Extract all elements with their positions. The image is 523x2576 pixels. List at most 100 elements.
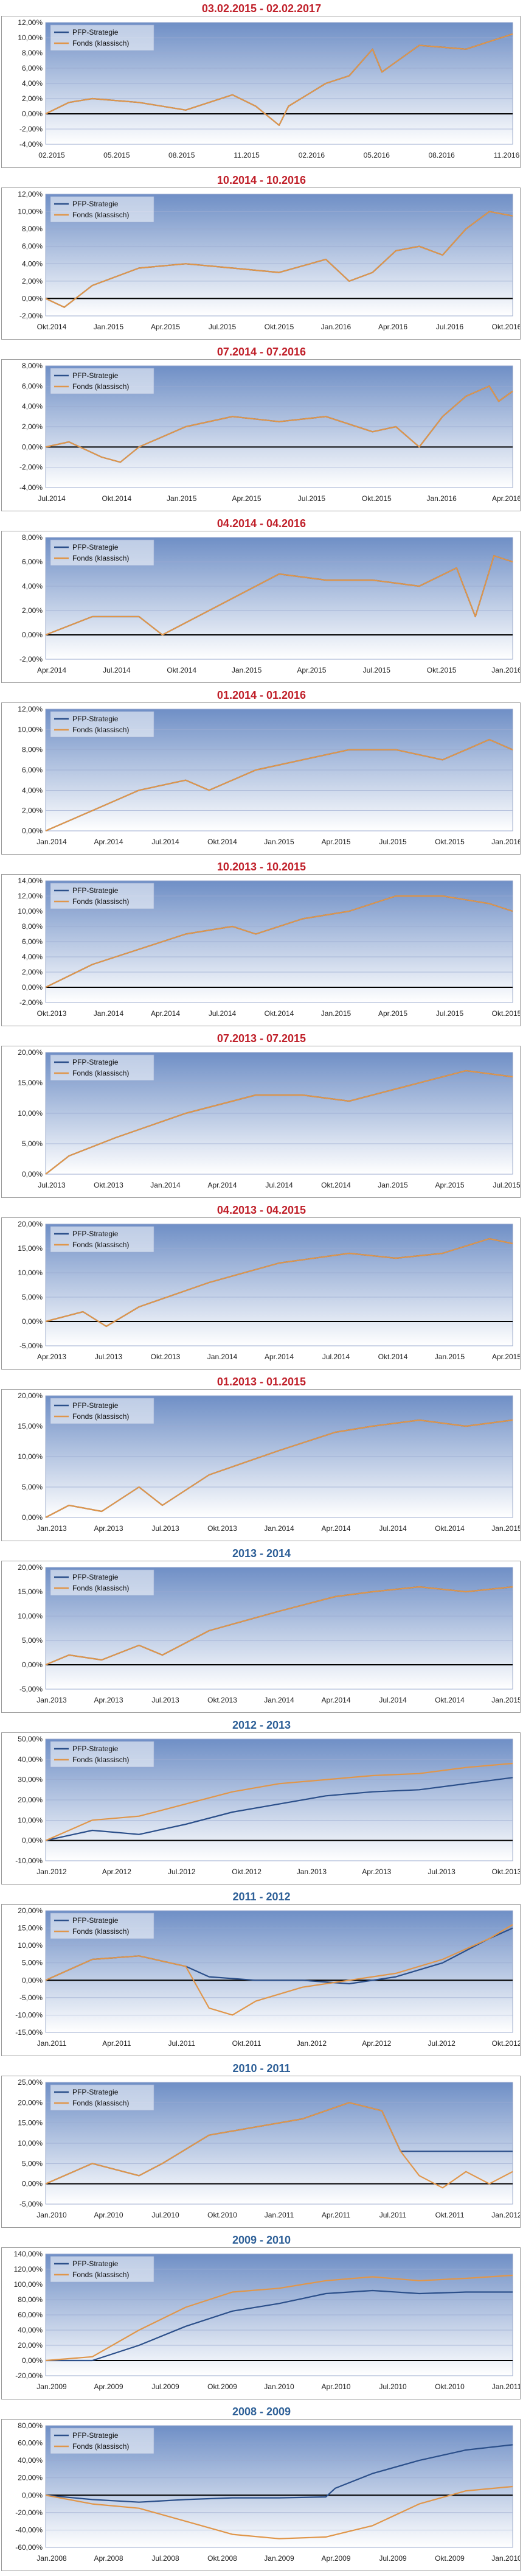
x-tick-label: Jul.2014 [38, 494, 66, 503]
legend-box [50, 196, 154, 223]
x-tick-label: Jan.2015 [435, 1353, 465, 1361]
x-tick-label: Apr.2013 [94, 1524, 123, 1533]
chart-panel: 2013 - 2014 20,00% 15,00% 10,00% 5,00% 0,00% -… [0, 1545, 523, 1717]
y-tick-label: 10,00% [18, 2139, 43, 2147]
y-tick-label: 80,00% [18, 2421, 43, 2430]
line-chart: 12,00% 10,00% 8,00% 6,00% 4,00% 2,00% 0,00% -2,… [18, 190, 521, 331]
chart-title: 04.2014 - 04.2016 [216, 517, 307, 530]
y-tick-label: -20,00% [15, 2371, 43, 2380]
line-chart: 12,00% 10,00% 8,00% 6,00% 4,00% 2,00% 0,00% Jan… [18, 705, 522, 846]
x-tick-label: Okt.2011 [232, 2039, 262, 2048]
x-tick-label: Jan.2014 [94, 1009, 124, 1018]
x-tick-label: Jul.2015 [379, 838, 407, 846]
legend-label: PFP-Strategie [72, 1058, 119, 1066]
legend-label: Fonds (klassisch) [72, 1241, 129, 1249]
y-tick-label: 20,00% [18, 2474, 43, 2482]
y-tick-label: 5,00% [22, 1636, 43, 1645]
y-tick-label: 4,00% [22, 582, 43, 590]
series-line-fonds [45, 2485, 513, 2539]
x-tick-label: Jul.2009 [379, 2554, 407, 2563]
y-tick-label: 25,00% [18, 2078, 43, 2087]
x-tick-label: Apr.2008 [94, 2554, 123, 2563]
y-tick-label: 20,00% [18, 2341, 43, 2350]
y-tick-label: 8,00% [22, 746, 43, 754]
y-tick-label: 140,00% [14, 2250, 43, 2258]
line-chart: 20,00% 15,00% 10,00% 5,00% 0,00% Jan.2013 Apr.… [18, 1391, 522, 1533]
chart-title: 2013 - 2014 [232, 1547, 291, 1559]
y-tick-label: 10,00% [18, 1109, 43, 1118]
x-tick-label: Apr.2009 [321, 2554, 350, 2563]
y-tick-label: 2,00% [22, 968, 43, 976]
x-tick-label: Jul.2015 [436, 1009, 464, 1018]
x-tick-label: 11.2015 [234, 151, 260, 159]
legend-box [50, 2256, 154, 2283]
y-tick-label: 12,00% [18, 705, 43, 713]
y-tick-label: 15,00% [18, 1924, 43, 1933]
x-tick-label: Okt.2011 [435, 2211, 465, 2219]
line-chart: 25,00% 20,00% 15,00% 10,00% 5,00% 0,00% -5,00%… [18, 2078, 522, 2219]
legend-label: PFP-Strategie [72, 2431, 119, 2440]
x-tick-label: Okt.2016 [492, 323, 520, 331]
series-line-fonds [45, 2274, 513, 2362]
y-tick-label: 5,00% [22, 1483, 43, 1491]
chart-panel: 2011 - 2012 20,00% 15,00% 10,00% 5,00% 0,00% -… [0, 1888, 523, 2060]
x-tick-label: Okt.2008 [207, 2554, 237, 2563]
y-tick-label: 12,00% [18, 892, 43, 900]
x-tick-label: Jul.2009 [151, 2382, 179, 2391]
legend-label: Fonds (klassisch) [72, 1927, 129, 1936]
x-tick-label: Jul.2013 [38, 1181, 66, 1189]
x-tick-label: Jul.2008 [151, 2554, 179, 2563]
series-line-pfp-strategie [45, 1777, 513, 1841]
x-tick-label: Jul.2014 [103, 666, 131, 674]
line-chart: 20,00% 15,00% 10,00% 5,00% 0,00% -5,00% -10,00… [15, 1906, 521, 2048]
chart-title: 07.2014 - 07.2016 [216, 346, 307, 358]
series-line-pfp-strategie [45, 2444, 513, 2503]
x-tick-label: Jan.2015 [378, 1181, 408, 1189]
x-tick-label: 02.2016 [299, 151, 325, 159]
legend: PFP-Strategie Fonds (klassisch) [50, 1569, 154, 1596]
x-tick-label: Jul.2014 [265, 1181, 293, 1189]
y-tick-label: -2,00% [19, 655, 43, 663]
chart-frame: 20,00% 15,00% 10,00% 5,00% 0,00% -5,00% Apr.20… [1, 1217, 521, 1370]
x-tick-label: Okt.2013 [94, 1181, 123, 1189]
y-tick-label: 0,00% [22, 2491, 43, 2499]
y-tick-label: -2,00% [19, 312, 43, 320]
legend-label: Fonds (klassisch) [72, 211, 129, 219]
y-tick-label: 6,00% [22, 382, 43, 390]
legend-label: Fonds (klassisch) [72, 1584, 129, 1592]
x-tick-label: Apr.2015 [435, 1181, 464, 1189]
y-tick-label: 0,00% [22, 1317, 43, 1326]
legend-box [50, 1226, 154, 1253]
y-tick-label: 4,00% [22, 259, 43, 268]
x-tick-label: Apr.2014 [321, 1696, 350, 1704]
x-tick-label: Apr.2013 [362, 1867, 391, 1876]
x-tick-label: Jul.2011 [168, 2039, 195, 2048]
series-line-fonds [45, 1923, 513, 2016]
x-tick-label: Jan.2014 [207, 1353, 238, 1361]
x-tick-label: Jul.2013 [95, 1353, 123, 1361]
x-tick-label: Okt.2015 [362, 494, 392, 503]
y-tick-label: -5,00% [19, 1685, 43, 1693]
line-chart: 8,00% 6,00% 4,00% 2,00% 0,00% -2,00% -4,00% Jul… [19, 362, 521, 503]
x-tick-label: 08.2016 [428, 151, 455, 159]
y-tick-label: 12,00% [18, 190, 43, 198]
y-tick-label: 14,00% [18, 877, 43, 885]
legend: PFP-Strategie Fonds (klassisch) [50, 24, 154, 51]
y-tick-label: -2,00% [19, 463, 43, 472]
legend-label: PFP-Strategie [72, 200, 119, 208]
x-tick-label: Jan.2013 [36, 1524, 67, 1533]
line-chart: 20,00% 15,00% 10,00% 5,00% 0,00% Jul.2013 Okt.… [18, 1048, 521, 1189]
x-tick-label: Okt.2009 [435, 2554, 465, 2563]
line-chart: 20,00% 15,00% 10,00% 5,00% 0,00% -5,00% Apr.20… [18, 1220, 521, 1361]
x-tick-label: Jul.2011 [379, 2211, 407, 2219]
x-tick-label: Okt.2015 [265, 323, 294, 331]
y-tick-label: 15,00% [18, 2119, 43, 2127]
x-tick-label: Jan.2008 [36, 2554, 67, 2563]
x-tick-label: Apr.2015 [378, 1009, 407, 1018]
x-tick-label: Apr.2014 [37, 666, 66, 674]
x-tick-label: Apr.2016 [378, 323, 407, 331]
y-tick-label: 8,00% [22, 922, 43, 931]
y-tick-label: 30,00% [18, 1776, 43, 1784]
x-tick-label: Jul.2013 [151, 1696, 179, 1704]
x-tick-label: 05.2015 [103, 151, 130, 159]
